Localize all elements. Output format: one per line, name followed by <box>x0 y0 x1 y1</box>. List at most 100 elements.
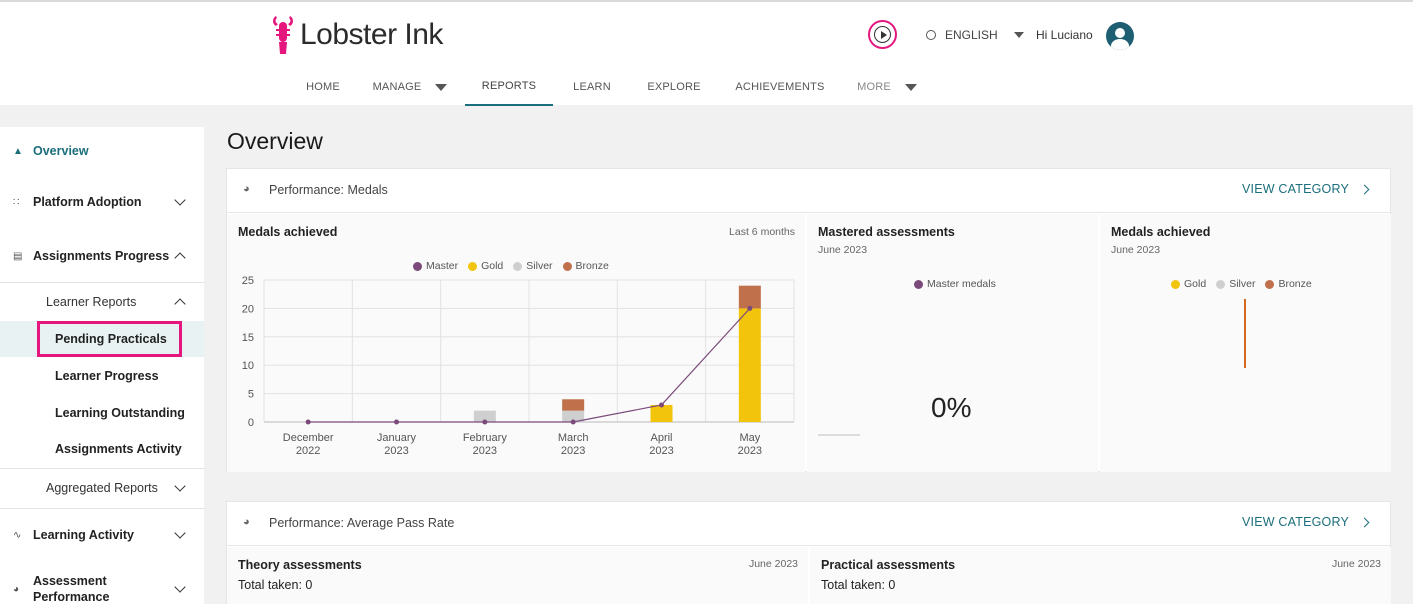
nav-more[interactable]: MORE <box>852 68 922 106</box>
bar-gold <box>650 404 673 422</box>
avatar[interactable] <box>1106 22 1134 50</box>
chevron-down-icon <box>904 83 917 91</box>
sidebar-item-assignments-progress[interactable]: ▤ Assignments Progress <box>0 248 204 264</box>
sidebar-item-label: Pending Practicals <box>55 332 167 346</box>
legend-swatch <box>513 261 523 271</box>
legend-label: Bronze <box>575 260 609 272</box>
series-line-master <box>308 307 751 423</box>
play-video-button[interactable] <box>868 20 897 49</box>
card-header: ◕ Performance: Average Pass Rate VIEW CA… <box>227 502 1390 546</box>
sidebar-item-label: Learning Activity <box>33 528 134 542</box>
panel-title: Mastered assessments <box>818 225 955 239</box>
legend-silver[interactable]: Silver <box>1216 278 1255 290</box>
sidebar-item-assignments-activity[interactable]: Assignments Activity <box>0 441 204 457</box>
sidebar-item-label: Learning Outstanding <box>55 406 185 420</box>
chevron-down-icon <box>1013 32 1024 38</box>
gauge-icon: ◕ <box>243 516 250 528</box>
sidebar-item-label: Assignments Progress <box>33 249 170 263</box>
x-tick-label: May <box>739 432 760 444</box>
sidebar-item-learner-reports[interactable]: Learner Reports <box>0 294 204 310</box>
nav-explore-label: EXPLORE <box>647 81 701 93</box>
legend-swatch <box>562 261 572 271</box>
legend-bronze[interactable]: Bronze <box>1265 278 1312 290</box>
nav-manage-label: MANAGE <box>372 81 422 93</box>
x-tick-label: 2023 <box>384 445 408 457</box>
nav-achievements[interactable]: ACHIEVEMENTS <box>733 68 827 106</box>
nav-manage[interactable]: MANAGE <box>370 68 450 106</box>
activity-icon: ∿ <box>13 529 22 541</box>
sidebar-item-learning-activity[interactable]: ∿ Learning Activity <box>0 527 204 543</box>
card-title: Performance: Average Pass Rate <box>269 516 455 530</box>
sidebar-item-overview[interactable]: ▲ Overview <box>0 143 204 159</box>
sidebar-item-platform-adoption[interactable]: ∷ Platform Adoption <box>0 194 204 210</box>
chevron-down-icon <box>435 83 448 91</box>
medals-donut-marker <box>1244 299 1246 368</box>
language-label: ENGLISH <box>945 28 998 42</box>
chevron-right-icon <box>1359 184 1370 194</box>
x-tick-label: 2023 <box>649 445 673 457</box>
language-selector[interactable]: ENGLISH <box>926 28 1024 42</box>
panel-title: Theory assessments <box>238 558 362 572</box>
view-category-link[interactable]: VIEW CATEGORY <box>1242 182 1370 196</box>
theory-panel: Theory assessments June 2023 Total taken… <box>227 547 808 604</box>
nav-reports-label: REPORTS <box>481 80 537 92</box>
progress-track <box>818 434 860 436</box>
main-nav: HOME MANAGE REPORTS LEARN EXPLORE ACHIEV… <box>0 68 1413 106</box>
legend-swatch <box>413 261 422 271</box>
legend-bronze[interactable]: Bronze <box>562 260 609 272</box>
nav-home[interactable]: HOME <box>300 68 346 106</box>
divider <box>0 282 204 283</box>
legend-gold[interactable]: Gold <box>1171 278 1206 290</box>
view-category-link[interactable]: VIEW CATEGORY <box>1242 515 1370 529</box>
nav-achievements-label: ACHIEVEMENTS <box>735 81 825 93</box>
bar-bronze <box>738 285 761 309</box>
legend-master-medals[interactable]: Master medals <box>914 278 996 290</box>
home-icon: ▲ <box>13 145 23 157</box>
pass-rate-card: ◕ Performance: Average Pass Rate VIEW CA… <box>226 501 1391 604</box>
mastered-percentage: 0% <box>931 392 972 423</box>
globe-icon <box>926 30 936 40</box>
point-master <box>305 419 311 425</box>
chevron-down-icon <box>174 480 186 492</box>
y-tick-label: 25 <box>242 275 254 287</box>
sidebar-item-pending-practicals[interactable]: Pending Practicals <box>0 331 204 347</box>
sidebar-item-learning-outstanding[interactable]: Learning Outstanding <box>0 405 204 421</box>
chevron-down-icon <box>174 527 186 539</box>
panel-date: June 2023 <box>1331 558 1381 570</box>
y-tick-label: 5 <box>248 389 254 401</box>
bar-silver <box>473 410 496 422</box>
nav-learn-label: LEARN <box>573 81 611 93</box>
legend-swatch <box>1171 279 1180 289</box>
nav-learn[interactable]: LEARN <box>568 68 616 106</box>
sidebar-item-assessment-performance[interactable]: ◕ Assessment Performance <box>0 573 204 604</box>
medals-chart-panel: Medals achieved Last 6 months Master Gol… <box>227 214 805 472</box>
legend-label: Silver <box>1229 278 1256 290</box>
top-header: Lobster Ink ENGLISH Hi Luciano HOME MANA… <box>0 0 1413 106</box>
legend-label: Master medals <box>927 278 996 290</box>
point-master <box>394 419 399 425</box>
chevron-up-icon <box>174 252 186 264</box>
nav-explore[interactable]: EXPLORE <box>643 68 705 106</box>
x-tick-label: January <box>377 432 417 444</box>
bar-gold <box>738 308 761 422</box>
legend-silver[interactable]: Silver <box>513 260 553 272</box>
point-master <box>659 402 664 408</box>
y-tick-label: 10 <box>242 360 254 372</box>
page-title: Overview <box>227 128 323 154</box>
legend-master[interactable]: Master <box>413 260 458 272</box>
brand-logo[interactable]: Lobster Ink <box>270 14 443 56</box>
x-tick-label: 2023 <box>473 445 497 457</box>
x-tick-label: 2022 <box>296 445 320 457</box>
nav-more-label: MORE <box>857 81 891 93</box>
nav-reports[interactable]: REPORTS <box>465 68 553 106</box>
clipboard-icon: ▤ <box>13 250 23 262</box>
sidebar-item-learner-progress[interactable]: Learner Progress <box>0 368 204 384</box>
point-master <box>747 305 753 311</box>
chevron-down-icon <box>174 581 186 593</box>
panel-title: Practical assessments <box>821 558 956 572</box>
legend-gold[interactable]: Gold <box>468 260 503 272</box>
sidebar: ▲ Overview ∷ Platform Adoption ▤ Assignm… <box>0 127 204 604</box>
selection-annotation-box <box>37 321 182 357</box>
sidebar-item-aggregated-reports[interactable]: Aggregated Reports <box>0 480 204 496</box>
y-tick-label: 0 <box>248 417 254 429</box>
